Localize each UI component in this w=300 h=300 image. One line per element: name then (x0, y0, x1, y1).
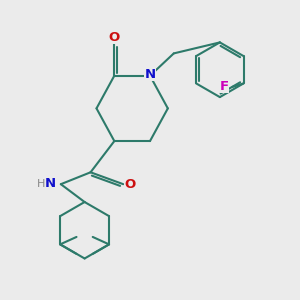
Text: O: O (109, 32, 120, 44)
Text: F: F (220, 80, 229, 94)
Text: N: N (144, 68, 156, 81)
Text: H: H (37, 178, 45, 189)
Text: O: O (124, 178, 135, 191)
Text: N: N (44, 177, 56, 190)
